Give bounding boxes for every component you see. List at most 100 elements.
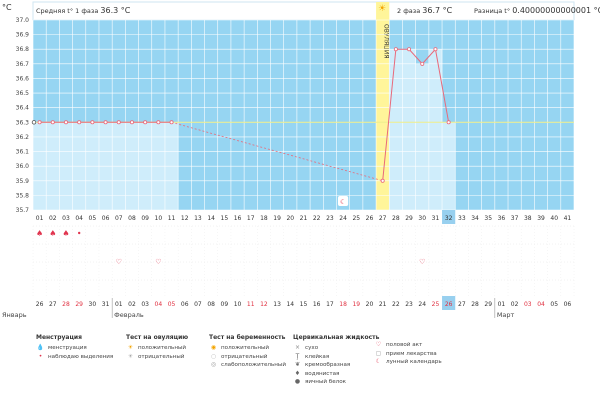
temp-point — [90, 120, 95, 125]
y-tick-label: 37.0 — [16, 17, 30, 24]
cycle-day-label: 01 — [36, 215, 44, 222]
cycle-day-label: 29 — [405, 215, 413, 222]
date-label: 02 — [511, 301, 519, 308]
date-label: 15 — [300, 301, 308, 308]
cycle-day-label: 05 — [89, 215, 97, 222]
heart-icon: ♡ — [116, 258, 122, 266]
temp-point — [50, 120, 55, 125]
day-strip — [33, 210, 574, 224]
y-tick-label: 36.5 — [16, 90, 30, 97]
drop-icon: ♠ — [49, 229, 56, 238]
date-label: 28 — [62, 301, 70, 308]
date-label: 22 — [392, 301, 400, 308]
cycle-day-label: 14 — [207, 215, 215, 222]
cycle-day-label: 26 — [366, 215, 374, 222]
cycle-day-label: 02 — [49, 215, 57, 222]
temp-point — [407, 47, 412, 52]
cycle-day-label: 15 — [221, 215, 229, 222]
date-label: 04 — [155, 301, 163, 308]
temp-gap-line — [171, 121, 383, 182]
legend-other: ♡ половой акт ▢ прием лекарства ☾ лунный ка… — [375, 341, 442, 365]
date-label: 18 — [339, 301, 347, 308]
temp-column — [402, 49, 416, 210]
date-label: 01 — [498, 301, 506, 308]
phase2-label: 2 фаза — [397, 7, 421, 15]
phase2-value: 36.7 °C — [422, 6, 453, 15]
temp-point — [37, 120, 42, 125]
heart-icon: ♡ — [375, 341, 382, 348]
date-label: 21 — [379, 301, 387, 308]
legend-ovulation-test-title: Тест на овуляцию — [126, 334, 189, 341]
cycle-day-label: 20 — [286, 215, 294, 222]
sticky-icon: Ţ — [295, 352, 300, 360]
month-label: Январь — [2, 311, 27, 319]
sun-icon: ☀ — [127, 344, 134, 351]
date-label: 16 — [313, 301, 321, 308]
legend-pregnancy-test: Тест на беременность ◉ положительный ○ отр… — [209, 334, 286, 368]
date-label: 07 — [194, 301, 202, 308]
date-label: 25 — [432, 301, 440, 308]
date-label: 09 — [221, 301, 229, 308]
y-tick-label: 35.7 — [16, 207, 30, 214]
date-label: 20 — [366, 301, 374, 308]
temp-point — [420, 61, 425, 66]
cycle-day-label: 07 — [115, 215, 123, 222]
diff-value: 0.40000000000001 °C — [512, 6, 600, 15]
cycle-day-label: 22 — [313, 215, 321, 222]
temp-difference: Разница t° 0.40000000000001 °C — [474, 6, 600, 15]
small-drop-icon — [77, 231, 81, 235]
date-label: 06 — [564, 301, 572, 308]
cycle-day-label: 25 — [352, 215, 360, 222]
phase2-average: 2 фаза 36.7 °C — [397, 6, 452, 15]
sun-icon: ☀ — [378, 4, 387, 14]
cycle-day-label: 28 — [392, 215, 400, 222]
temp-point — [380, 178, 385, 183]
y-tick-label: 36.3 — [16, 119, 30, 126]
y-tick-label: 36.4 — [16, 105, 30, 112]
cycle-day-label: 36 — [498, 215, 506, 222]
cycle-day-label: 06 — [102, 215, 110, 222]
diff-label: Разница t° — [474, 7, 511, 15]
temp-point — [63, 120, 68, 125]
circle-negative-icon: ○ — [210, 352, 217, 360]
phase1-label: Средняя t° 1 фаза — [36, 7, 99, 15]
phase1-value: 36.3 °C — [100, 6, 131, 15]
egg-white-icon: ● — [294, 378, 301, 385]
circle-positive-icon: ◉ — [210, 344, 217, 351]
date-label: 29 — [484, 301, 492, 308]
date-label: 03 — [141, 301, 149, 308]
moon-icon: ☾ — [375, 358, 382, 365]
start-point — [31, 120, 37, 125]
cycle-day-label: 08 — [128, 215, 136, 222]
date-label: 12 — [260, 301, 268, 308]
date-label: 08 — [207, 301, 215, 308]
date-label: 29 — [75, 301, 83, 308]
temp-series-line — [382, 48, 450, 181]
cycle-day-label: 39 — [537, 215, 545, 222]
legend-menstruation: Менструация 💧 менструация • наблюдаю выдел… — [36, 334, 114, 360]
drop-icon: ♠ — [62, 229, 69, 238]
y-tick-label: 35.8 — [16, 192, 30, 199]
sun-gray-icon: ☀ — [127, 352, 134, 360]
temp-point — [129, 120, 134, 125]
temp-point — [116, 120, 121, 125]
cycle-day-label: 03 — [62, 215, 70, 222]
temp-point — [446, 120, 451, 125]
cross-icon: × — [294, 344, 301, 351]
date-label: 19 — [352, 301, 360, 308]
date-label: 26 — [36, 301, 44, 308]
cycle-day-label: 41 — [564, 215, 572, 222]
cycle-day-label: 30 — [418, 215, 426, 222]
date-label: 30 — [89, 301, 97, 308]
y-tick-label: 36.9 — [16, 32, 30, 39]
temp-point — [393, 47, 398, 52]
unit-label: °C — [2, 3, 12, 12]
temp-point — [143, 120, 148, 125]
cycle-day-label: 38 — [524, 215, 532, 222]
cycle-day-label: 27 — [379, 215, 387, 222]
cycle-day-label: 11 — [168, 215, 176, 222]
temp-point — [433, 47, 438, 52]
date-label: 27 — [49, 301, 57, 308]
cycle-day-label: 13 — [194, 215, 202, 222]
